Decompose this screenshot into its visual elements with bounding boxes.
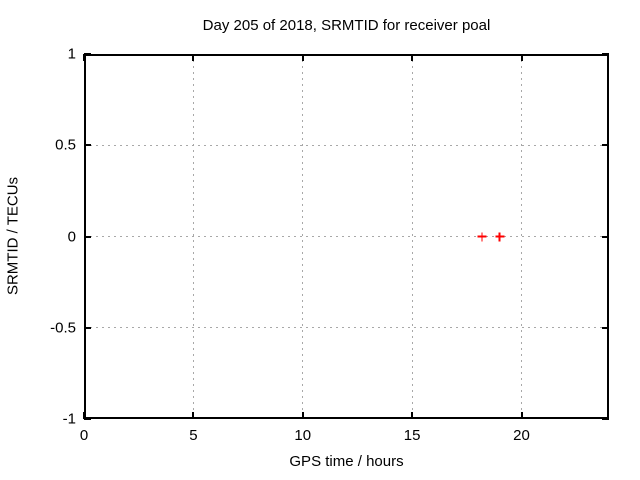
data-point-marker <box>495 232 505 241</box>
x-tick-mark-bottom <box>192 412 195 419</box>
x-tick-mark-top <box>411 54 414 61</box>
x-tick-mark-top <box>192 54 195 61</box>
x-tick-mark-top <box>83 54 85 61</box>
y-tick-label: 1 <box>67 45 76 63</box>
x-tick-label: 0 <box>79 427 89 444</box>
y-tick-label: -0.5 <box>50 319 76 337</box>
x-tick-mark-top <box>301 54 304 61</box>
y-tick-mark-right <box>602 53 609 55</box>
x-tick-mark-top <box>520 54 523 61</box>
x-tick-label: 20 <box>513 427 530 444</box>
y-tick-mark-left <box>84 144 91 147</box>
y-tick-mark-left <box>84 235 91 238</box>
x-tick-mark-bottom <box>301 412 304 419</box>
y-tick-mark-left <box>84 418 91 420</box>
chart-title: Day 205 of 2018, SRMTID for receiver poa… <box>202 17 491 34</box>
x-tick-label: 15 <box>403 427 421 444</box>
y-tick-mark-right <box>602 144 609 147</box>
x-tick-label: 5 <box>189 427 198 444</box>
x-tick-mark-bottom <box>411 412 414 419</box>
y-gridline <box>84 236 609 237</box>
x-axis-label: GPS time / hours <box>289 453 404 470</box>
y-tick-label: 0.5 <box>55 136 76 154</box>
y-tick-mark-right <box>602 235 609 238</box>
x-tick-label: 10 <box>294 427 312 444</box>
y-gridline <box>84 327 609 329</box>
y-tick-mark-right <box>602 326 609 329</box>
x-tick-mark-bottom <box>520 412 523 419</box>
y-tick-mark-left <box>84 326 91 329</box>
y-tick-mark-left <box>84 53 91 55</box>
x-tick-mark-bottom <box>83 412 85 419</box>
data-point-marker <box>477 232 487 241</box>
y-tick-mark-right <box>602 418 609 420</box>
y-gridline <box>84 144 609 146</box>
y-tick-label: 0 <box>67 228 76 245</box>
y-tick-label: -1 <box>62 410 76 428</box>
